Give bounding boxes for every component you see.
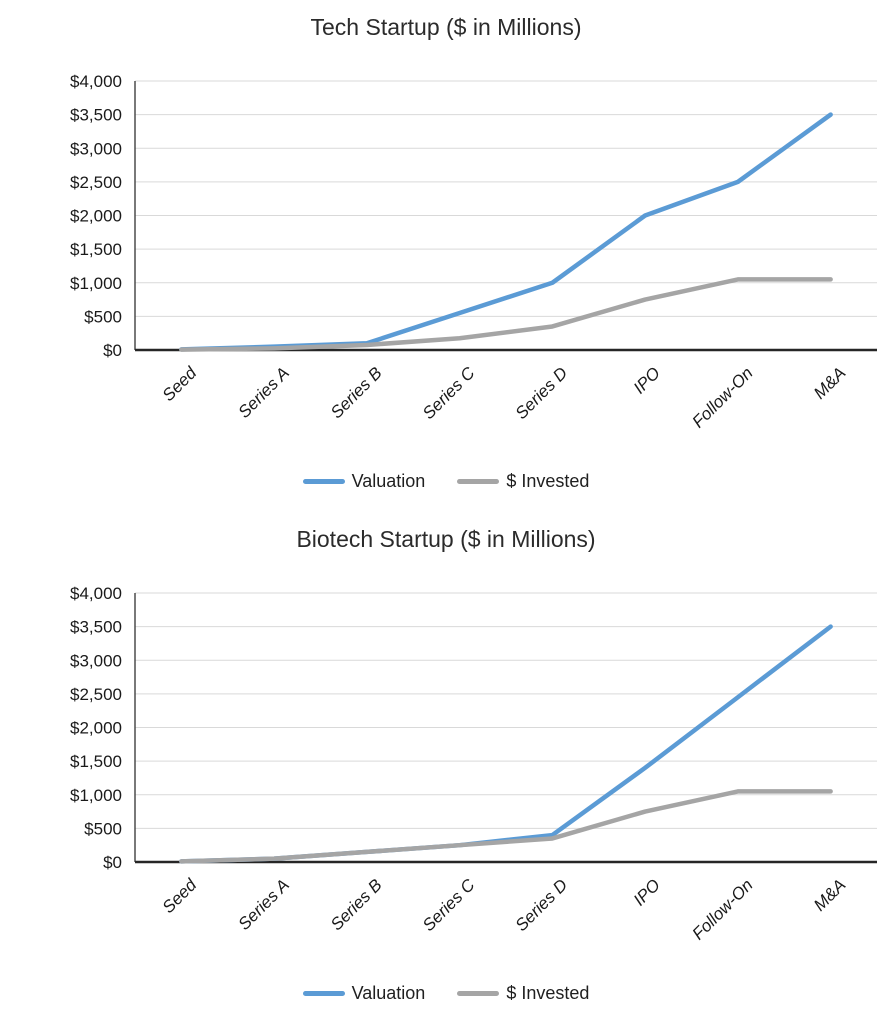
legend-label-invested: $ Invested bbox=[506, 983, 590, 1003]
y-axis-tick-label: $3,500 bbox=[70, 106, 122, 125]
legend-item-invested: $ Invested bbox=[457, 471, 589, 492]
x-category-label: IPO bbox=[630, 875, 664, 909]
chart-title: Tech Startup ($ in Millions) bbox=[310, 14, 582, 40]
x-category-label: Follow-On bbox=[688, 363, 756, 431]
y-axis-tick-label: $2,500 bbox=[70, 173, 122, 192]
x-category-label: Series D bbox=[512, 875, 572, 935]
x-category-label: IPO bbox=[630, 363, 664, 397]
biotech-startup-chart: Biotech Startup ($ in Millions) $0 $500 $1… bbox=[0, 512, 892, 1024]
legend-label-invested: $ Invested bbox=[506, 471, 590, 491]
x-category-label: Series C bbox=[419, 363, 479, 423]
x-category-label: Series C bbox=[419, 875, 479, 935]
tech-startup-chart: Tech Startup ($ in Millions) $0 $500 $1,00… bbox=[0, 14, 892, 492]
invested-line-swatch bbox=[457, 991, 500, 996]
x-category-label: M&A bbox=[810, 875, 849, 914]
y-axis-tick-label: $4,000 bbox=[70, 72, 122, 91]
y-axis-tick-label: $2,000 bbox=[70, 207, 122, 226]
y-axis-tick-label: $2,000 bbox=[70, 719, 122, 738]
legend-item-invested: $ Invested bbox=[457, 983, 589, 1004]
x-category-label: Seed bbox=[159, 875, 201, 917]
x-category-label: Series A bbox=[235, 363, 293, 421]
y-axis-tick-label: $1,500 bbox=[70, 752, 122, 771]
x-category-label: M&A bbox=[810, 363, 849, 402]
chart-legend: Valuation $ Invested bbox=[0, 471, 892, 492]
y-axis-tick-label: $1,000 bbox=[70, 786, 122, 805]
valuation-line bbox=[179, 624, 833, 864]
valuation-line-swatch bbox=[302, 991, 345, 996]
legend-item-valuation: Valuation bbox=[302, 471, 426, 492]
y-axis-tick-label: $3,500 bbox=[70, 618, 122, 637]
biotech-plot-area: $0 $500 $1,000 $1,500 $2,000 $2,500 $3,000 $3,5… bbox=[70, 584, 877, 944]
x-category-label: Series B bbox=[327, 875, 386, 934]
chart-title: Biotech Startup ($ in Millions) bbox=[296, 526, 596, 552]
y-axis-tick-label: $0 bbox=[103, 341, 122, 360]
valuation-line bbox=[179, 112, 833, 352]
x-category-label: Series A bbox=[235, 875, 293, 933]
tech-plot-area: $0 $500 $1,000 $1,500 $2,000 $2,500 $3,000 $3,5… bbox=[70, 72, 877, 432]
legend-label-valuation: Valuation bbox=[351, 471, 426, 491]
y-axis-tick-label: $4,000 bbox=[70, 584, 122, 603]
y-axis-tick-label: $500 bbox=[84, 819, 122, 838]
y-axis-tick-label: $2,500 bbox=[70, 685, 122, 704]
y-axis-tick-label: $1,500 bbox=[70, 240, 122, 259]
x-category-label: Series D bbox=[512, 363, 572, 423]
invested-line bbox=[179, 789, 833, 864]
invested-line-swatch bbox=[457, 479, 500, 484]
legend-label-valuation: Valuation bbox=[351, 983, 426, 1003]
y-axis-tick-label: $1,000 bbox=[70, 274, 122, 293]
y-axis-tick-label: $500 bbox=[84, 307, 122, 326]
y-axis-tick-label: $0 bbox=[103, 853, 122, 872]
y-axis-tick-label: $3,000 bbox=[70, 651, 122, 670]
legend-item-valuation: Valuation bbox=[302, 983, 426, 1004]
invested-line bbox=[179, 277, 833, 352]
y-axis-tick-label: $3,000 bbox=[70, 139, 122, 158]
valuation-line-swatch bbox=[302, 479, 345, 484]
chart-legend: Valuation $ Invested bbox=[0, 983, 892, 1004]
x-category-label: Seed bbox=[159, 363, 201, 405]
x-category-label: Series B bbox=[327, 363, 386, 422]
x-category-label: Follow-On bbox=[688, 875, 756, 943]
